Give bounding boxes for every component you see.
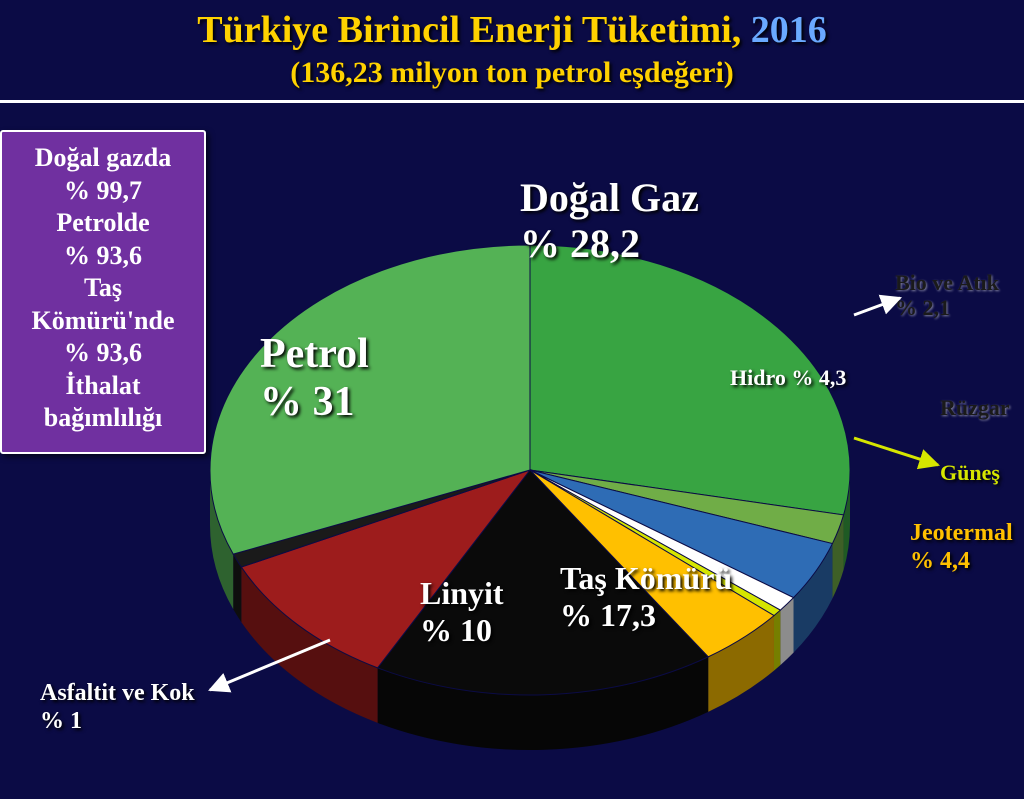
import-dependency-box: Doğal gazda% 99,7Petrolde% 93,6TaşKömürü…: [0, 130, 206, 454]
label-bio: Bio ve Atık % 2,1: [895, 270, 999, 321]
sidebox-line: Petrolde: [8, 207, 198, 240]
title-year: 2016: [751, 9, 827, 51]
label-hidro: Hidro % 4,3: [730, 365, 846, 390]
sidebox-line: Kömürü'nde: [8, 305, 198, 338]
chart-stage: Türkiye Birincil Enerji Tüketimi, 2016 (…: [0, 0, 1024, 799]
label-ruzgar: Rüzgar: [940, 395, 1010, 420]
label-petrol: Petrol % 31: [260, 330, 369, 427]
label-linyit: Linyit % 10: [420, 575, 504, 649]
title-pre: Türkiye Birincil Enerji Tüketimi,: [197, 9, 751, 51]
sidebox-line: % 99,7: [8, 175, 198, 208]
leader-line: [854, 438, 938, 465]
title-rule: [0, 100, 1024, 103]
label-asfaltit: Asfaltit ve Kok % 1: [40, 680, 195, 735]
pie-side-g-ne-: [774, 610, 780, 670]
sidebox-line: İthalat: [8, 370, 198, 403]
sidebox-line: % 93,6: [8, 240, 198, 273]
sidebox-line: bağımlılığı: [8, 402, 198, 435]
label-dogalgaz: Doğal Gaz % 28,2: [520, 175, 699, 267]
sidebox-line: % 93,6: [8, 337, 198, 370]
label-gunes: Güneş: [940, 460, 1000, 485]
pie-chart: [206, 241, 854, 758]
leader-line: [854, 298, 900, 315]
sidebox-line: Taş: [8, 272, 198, 305]
label-jeotermal: Jeotermal % 4,4: [910, 520, 1013, 575]
chart-subtitle: (136,23 milyon ton petrol eşdeğeri): [0, 56, 1024, 90]
chart-title: Türkiye Birincil Enerji Tüketimi, 2016: [0, 8, 1024, 52]
label-taskomuru: Taş Kömürü % 17,3: [560, 560, 732, 634]
sidebox-line: Doğal gazda: [8, 142, 198, 175]
